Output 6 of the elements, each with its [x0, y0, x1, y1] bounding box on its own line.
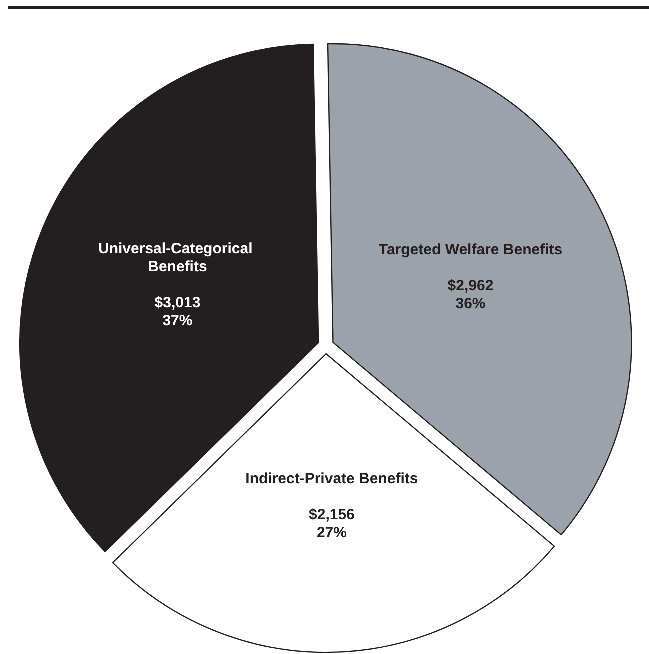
slice-label: Indirect-Private Benefits [246, 470, 418, 488]
data-label: $2,962 36% [448, 278, 494, 313]
data-label: $3,013 37% [154, 294, 201, 330]
slice-label: Targeted Welfare Benefits [378, 242, 563, 259]
slice-label: Universal-Categorical Benefits [98, 240, 257, 276]
data-label: $2,156 27% [309, 506, 355, 542]
